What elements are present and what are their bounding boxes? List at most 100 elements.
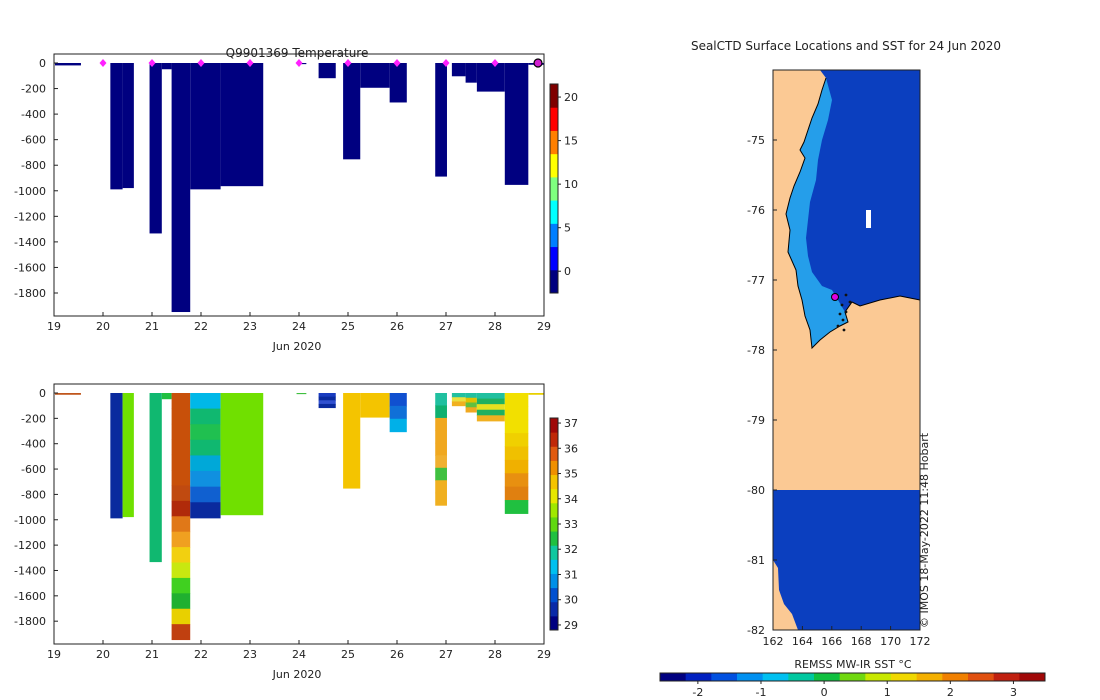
profile-bar bbox=[149, 393, 162, 563]
x-tick-label: 21 bbox=[145, 320, 159, 333]
profile-segment bbox=[465, 393, 477, 399]
profile-segment bbox=[54, 393, 81, 395]
profile-segment bbox=[504, 406, 529, 421]
sst-colorbar-label: REMSS MW-IR SST °C bbox=[794, 658, 912, 671]
profile-segment bbox=[389, 393, 407, 407]
profile-bar bbox=[190, 63, 221, 190]
profile-bar bbox=[318, 393, 336, 409]
profile-segment bbox=[190, 439, 221, 456]
colorbar-segment bbox=[550, 246, 558, 271]
colorbar-label: 20 bbox=[564, 91, 578, 104]
colorbar-label: 36 bbox=[564, 442, 578, 455]
profile-segment bbox=[171, 624, 191, 641]
profile-segment bbox=[465, 402, 477, 408]
profile-bar bbox=[504, 63, 529, 185]
y-tick-label: -1800 bbox=[14, 615, 46, 628]
profile-segment bbox=[435, 430, 447, 444]
profile-segment bbox=[465, 407, 477, 413]
profile-segment bbox=[435, 455, 447, 469]
profile-bar bbox=[296, 393, 307, 395]
profile-segment bbox=[465, 63, 477, 83]
colorbar-label: 10 bbox=[564, 178, 578, 191]
profile-bar bbox=[110, 63, 123, 190]
sst-colorbar-segment bbox=[865, 673, 892, 681]
colorbar-segment bbox=[550, 545, 558, 560]
profile-segment bbox=[465, 397, 477, 404]
profile-segment bbox=[435, 492, 447, 506]
lon-tick-label: 170 bbox=[880, 635, 901, 648]
profile-bar bbox=[435, 393, 447, 506]
profile-segment bbox=[190, 471, 221, 488]
colorbar-segment bbox=[550, 587, 558, 603]
colorbar-segment bbox=[550, 84, 558, 108]
profile-bar bbox=[190, 393, 221, 519]
profile-bar bbox=[220, 63, 264, 187]
x-tick-label: 24 bbox=[292, 320, 306, 333]
profile-segment bbox=[476, 63, 505, 92]
colorbar-label: 33 bbox=[564, 518, 578, 531]
x-tick-label: 21 bbox=[145, 648, 159, 661]
y-tick-label: -1400 bbox=[14, 564, 46, 577]
y-tick-label: -800 bbox=[21, 488, 46, 501]
profile-bar bbox=[171, 63, 191, 313]
profile-segment bbox=[451, 63, 466, 77]
profile-bar bbox=[451, 63, 466, 77]
profile-segment bbox=[149, 63, 162, 234]
colorbar-segment bbox=[550, 559, 558, 574]
profile-segment bbox=[504, 63, 529, 185]
map-watermark: © IMOS 18-May-2022 11:48 Hobart bbox=[918, 432, 931, 628]
lon-tick-label: 164 bbox=[792, 635, 813, 648]
salinity-profiles bbox=[54, 393, 544, 641]
map-latitude-ticks: -75 -76 -77 -78 -79 -80 -81 -82 bbox=[747, 134, 777, 637]
profile-bar bbox=[122, 63, 134, 189]
colorbar-segment bbox=[550, 107, 558, 131]
x-tick-label: 26 bbox=[390, 648, 404, 661]
profile-bar bbox=[435, 63, 447, 177]
profile-segment bbox=[110, 63, 123, 190]
profile-segment bbox=[318, 403, 336, 409]
sst-colorbar-segment bbox=[685, 673, 712, 681]
y-tick-label: -1200 bbox=[14, 539, 46, 552]
profile-segment bbox=[504, 486, 529, 501]
colorbar-label: 30 bbox=[564, 594, 578, 607]
map-coastline bbox=[785, 77, 921, 350]
profile-segment bbox=[504, 459, 529, 474]
colorbar-label: 34 bbox=[564, 493, 578, 506]
profile-segment bbox=[504, 419, 529, 434]
x-tick-label: 24 bbox=[292, 648, 306, 661]
profile-bar bbox=[343, 63, 361, 160]
x-tick-label: 23 bbox=[243, 648, 257, 661]
profile-bar bbox=[476, 393, 505, 422]
salinity-xlabel: Jun 2020 bbox=[272, 668, 322, 681]
profile-segment bbox=[171, 562, 191, 579]
profile-segment bbox=[318, 63, 336, 79]
profile-segment bbox=[171, 608, 191, 625]
sst-colorbar-frame bbox=[659, 672, 1046, 682]
profile-segment bbox=[190, 455, 221, 472]
temperature-x-ticks: 19 20 21 22 23 24 25 26 27 28 29 bbox=[47, 312, 551, 333]
x-tick-label: 26 bbox=[390, 320, 404, 333]
profile-marker bbox=[99, 59, 107, 67]
y-tick-label: -200 bbox=[21, 412, 46, 425]
profile-segment bbox=[190, 408, 221, 425]
profile-segment bbox=[190, 486, 221, 503]
profile-segment bbox=[504, 500, 529, 514]
profile-segment bbox=[360, 63, 390, 88]
y-tick-label: -600 bbox=[21, 463, 46, 476]
y-tick-label: 0 bbox=[39, 57, 46, 70]
sst-colorbar-segment bbox=[839, 673, 866, 681]
profile-bar bbox=[451, 393, 466, 407]
profile-bar bbox=[389, 393, 407, 433]
colorbar-segment bbox=[550, 130, 558, 155]
profile-marker bbox=[246, 59, 254, 67]
profile-bar bbox=[389, 63, 407, 103]
profile-segment bbox=[528, 393, 544, 395]
colorbar-segment bbox=[550, 531, 558, 546]
profile-bar bbox=[528, 393, 544, 395]
profile-bar bbox=[343, 393, 361, 489]
y-tick-label: 0 bbox=[39, 387, 46, 400]
y-tick-label: -1400 bbox=[14, 236, 46, 249]
sst-colorbar: -2 -1 0 1 2 3 bbox=[659, 672, 1046, 699]
colorbar-label: 37 bbox=[564, 417, 578, 430]
sealctd-track-points bbox=[836, 293, 852, 332]
